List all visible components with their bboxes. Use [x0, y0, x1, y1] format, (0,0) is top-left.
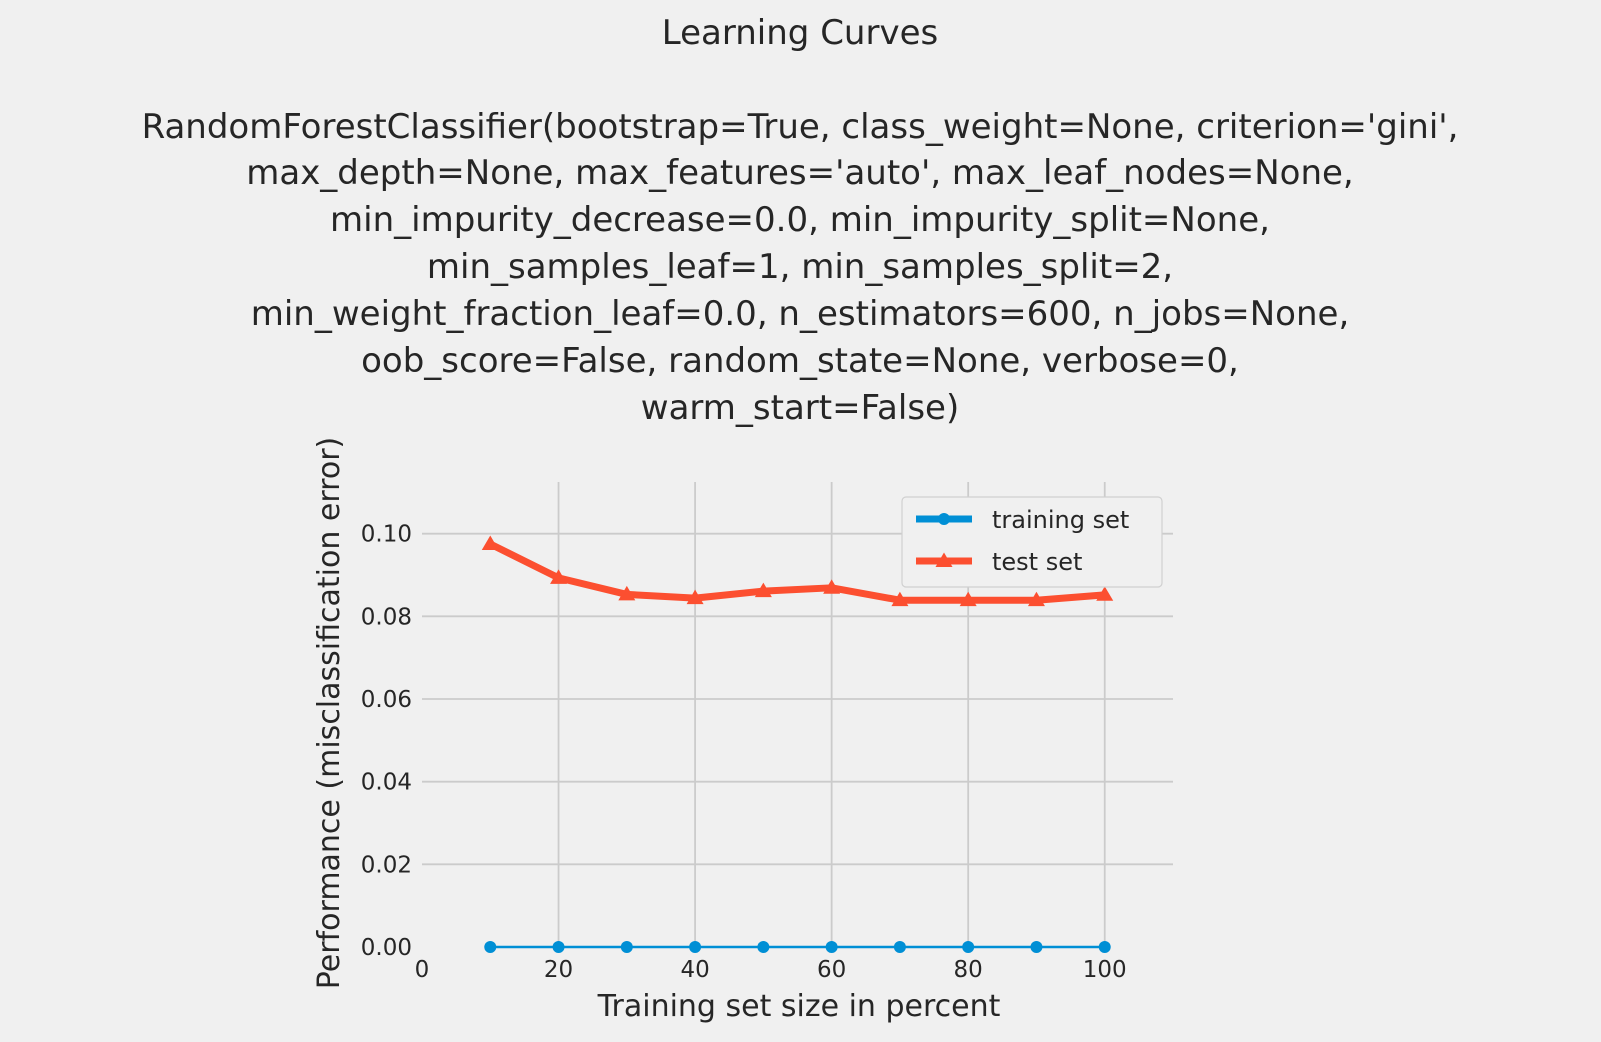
x-tick-label: 60	[817, 957, 846, 983]
y-tick-label: 0.06	[361, 687, 412, 713]
legend-marker	[935, 552, 953, 567]
y-tick-label: 0.10	[361, 522, 412, 548]
data-point-test-set	[686, 589, 704, 605]
data-series	[481, 535, 1114, 953]
x-tick-label: 80	[954, 957, 983, 983]
y-tick-label: 0.02	[361, 852, 412, 878]
legend-label: test set	[992, 548, 1082, 576]
data-point-test-set	[891, 591, 909, 607]
x-tick-label: 100	[1083, 957, 1127, 983]
legend: training set test set	[901, 496, 1163, 588]
chart-title-line: RandomForestClassifier(bootstrap=True, c…	[142, 107, 1459, 147]
data-point-test-set	[959, 591, 977, 607]
legend-marker	[938, 513, 950, 525]
chart-title: Learning Curves RandomForestClassifier(bo…	[142, 13, 1459, 428]
chart-title-line: min_impurity_decrease=0.0, min_impurity_…	[330, 200, 1270, 240]
chart-title-line: min_weight_fraction_leaf=0.0, n_estimato…	[251, 294, 1350, 334]
x-tick-label: 20	[544, 957, 573, 983]
data-point-test-set	[823, 579, 841, 594]
data-point-training-set	[962, 941, 975, 953]
y-tick-label: 0.00	[361, 935, 412, 961]
data-point-test-set	[1027, 591, 1045, 607]
data-point-training-set	[552, 941, 565, 953]
data-point-test-set	[550, 569, 568, 584]
x-axis-label: Training set size in percent	[597, 989, 1001, 1024]
y-tick-label: 0.08	[361, 604, 412, 630]
data-point-test-set	[1096, 586, 1114, 601]
data-point-training-set	[757, 941, 770, 953]
data-point-training-set	[1030, 941, 1043, 953]
chart-title-line: min_samples_leaf=1, min_samples_split=2,	[427, 247, 1173, 287]
series-line-test-set	[486, 540, 1109, 604]
chart-title-line: max_depth=None, max_features='auto', max…	[246, 153, 1354, 193]
x-tick-label: 0	[415, 957, 430, 983]
data-point-training-set	[689, 941, 702, 953]
y-axis-label: Performance (misclassification error)	[312, 437, 347, 989]
data-point-test-set	[618, 585, 636, 601]
data-point-training-set	[620, 941, 633, 953]
data-point-training-set	[484, 941, 497, 953]
data-point-training-set	[893, 941, 906, 953]
data-point-test-set	[754, 582, 772, 598]
x-tick-label: 40	[680, 957, 709, 983]
chart-title-line: warm_start=False)	[641, 388, 959, 428]
chart-title-line: oob_score=False, random_state=None, verb…	[361, 341, 1239, 381]
y-tick-label: 0.04	[361, 770, 412, 796]
data-point-test-set	[481, 535, 499, 550]
legend-label: training set	[992, 506, 1129, 534]
data-point-training-set	[825, 941, 838, 953]
data-point-training-set	[1098, 941, 1111, 953]
tick-labels: 0 20 40 60 80 100 0.00 0.02 0.04 0.06 0.08 0.10	[361, 522, 1127, 983]
chart-title-line-main: Learning Curves	[662, 13, 938, 53]
